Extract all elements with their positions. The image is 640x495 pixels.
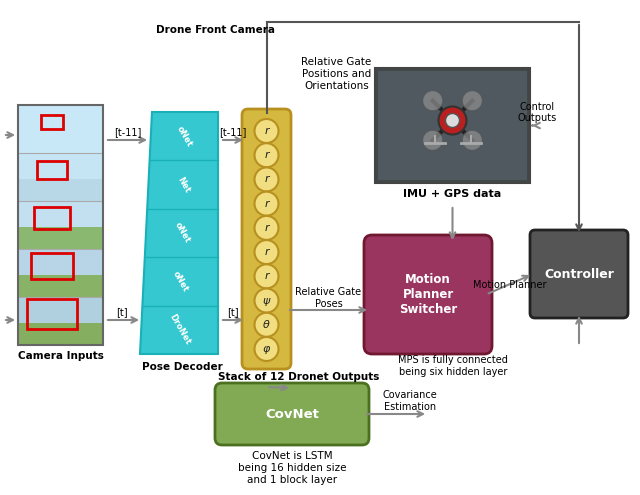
Bar [28, 298, 77, 329]
Polygon shape [140, 112, 218, 354]
Circle shape [255, 143, 278, 167]
Text: Stack of 12 Dronet Outputs: Stack of 12 Dronet Outputs [218, 372, 379, 382]
Text: oNet: oNet [172, 269, 190, 294]
Bar [31, 252, 74, 279]
Bar [18, 105, 103, 131]
Text: Pose Decoder: Pose Decoder [141, 362, 222, 372]
Text: CovNet: CovNet [265, 407, 319, 420]
Text: [t]: [t] [116, 307, 127, 317]
Text: DroNet: DroNet [167, 313, 192, 346]
FancyBboxPatch shape [242, 109, 291, 369]
Text: Drone Front Camera: Drone Front Camera [156, 25, 275, 35]
Text: r: r [264, 174, 269, 185]
Text: Control
Outputs: Control Outputs [518, 101, 557, 123]
FancyBboxPatch shape [364, 235, 492, 354]
Bar [18, 227, 103, 249]
Text: Net: Net [175, 175, 191, 194]
Text: oNet: oNet [172, 221, 191, 245]
Text: [t-11]: [t-11] [220, 127, 246, 137]
Text: [t-11]: [t-11] [114, 127, 141, 137]
Bar [375, 68, 530, 183]
Bar [378, 71, 527, 180]
Text: Motion Planner: Motion Planner [473, 280, 547, 290]
Text: φ: φ [263, 344, 270, 354]
Text: Relative Gate
Poses: Relative Gate Poses [296, 287, 362, 309]
Bar [18, 275, 103, 297]
Bar [37, 161, 67, 179]
Text: r: r [264, 150, 269, 160]
Circle shape [445, 113, 460, 128]
Circle shape [255, 313, 278, 337]
Text: CovNet is LSTM
being 16 hidden size
and 1 block layer: CovNet is LSTM being 16 hidden size and … [237, 451, 346, 485]
Text: oNet: oNet [175, 124, 194, 148]
Text: r: r [264, 247, 269, 257]
Bar [18, 249, 103, 275]
Text: Motion
Planner
Switcher: Motion Planner Switcher [399, 273, 457, 316]
Text: θ: θ [263, 320, 270, 330]
Bar [18, 131, 103, 153]
Circle shape [255, 119, 278, 143]
Circle shape [438, 106, 467, 135]
Text: r: r [264, 271, 269, 281]
Text: Camera Inputs: Camera Inputs [17, 351, 104, 361]
Circle shape [255, 289, 278, 312]
Bar [18, 297, 103, 323]
Circle shape [255, 240, 278, 264]
Bar [18, 323, 103, 345]
Text: Relative Gate
Positions and
Orientations: Relative Gate Positions and Orientations [301, 57, 372, 91]
Bar [18, 153, 103, 179]
Circle shape [255, 192, 278, 216]
Text: [t]: [t] [227, 307, 239, 317]
Bar [18, 179, 103, 201]
Text: Controller: Controller [544, 267, 614, 281]
Bar [40, 115, 63, 129]
FancyBboxPatch shape [530, 230, 628, 318]
Circle shape [462, 130, 483, 150]
Circle shape [255, 337, 278, 361]
Text: MPS is fully connected
being six hidden layer: MPS is fully connected being six hidden … [398, 355, 508, 377]
Circle shape [462, 91, 483, 111]
Text: Covariance
Estimation: Covariance Estimation [383, 390, 437, 412]
Circle shape [255, 167, 278, 192]
Text: r: r [264, 223, 269, 233]
Circle shape [422, 91, 443, 111]
Circle shape [255, 216, 278, 240]
Circle shape [255, 264, 278, 288]
Text: r: r [264, 126, 269, 136]
Text: ψ: ψ [263, 296, 270, 305]
Bar [18, 105, 103, 345]
Bar [34, 207, 70, 229]
Circle shape [422, 130, 443, 150]
Text: IMU + GPS data: IMU + GPS data [403, 189, 502, 199]
Text: r: r [264, 198, 269, 209]
Bar [18, 201, 103, 227]
FancyBboxPatch shape [215, 383, 369, 445]
